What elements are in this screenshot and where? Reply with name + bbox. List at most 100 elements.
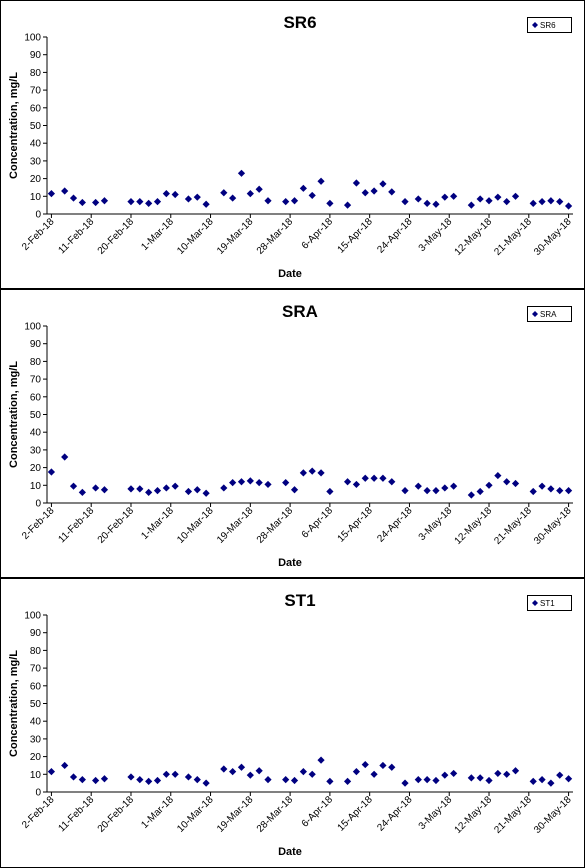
data-point — [246, 771, 254, 779]
legend-label: ST1 — [540, 599, 555, 608]
data-point — [153, 487, 162, 495]
data-point — [556, 198, 564, 206]
data-point — [237, 478, 246, 486]
data-point — [255, 767, 263, 775]
y-tick-label: 100 — [24, 322, 41, 333]
y-tick-label: 30 — [30, 734, 42, 745]
y-tick-label: 80 — [30, 646, 42, 657]
data-point — [127, 198, 135, 206]
y-tick-label: 40 — [30, 139, 42, 150]
data-point — [423, 199, 431, 207]
data-point — [556, 487, 564, 495]
data-point — [388, 188, 396, 196]
data-point — [485, 197, 493, 205]
data-point — [193, 776, 201, 784]
data-point — [153, 198, 162, 206]
data-point — [237, 169, 246, 177]
data-point — [317, 177, 325, 185]
data-point — [171, 770, 179, 778]
data-point — [326, 487, 334, 496]
y-tick-label: 40 — [30, 428, 42, 439]
data-point — [352, 768, 361, 776]
data-point — [494, 471, 502, 480]
data-point — [153, 776, 162, 785]
y-axis-label: Concentration, mg/L — [8, 361, 20, 468]
data-point — [529, 199, 537, 207]
data-point — [556, 771, 564, 779]
data-point — [414, 195, 422, 203]
data-point — [352, 179, 361, 187]
data-point — [193, 193, 201, 201]
y-axis-label: Concentration, mg/L — [8, 72, 20, 179]
y-tick-label: 70 — [30, 664, 42, 675]
data-point — [92, 198, 100, 207]
data-point — [432, 776, 440, 785]
y-tick-label: 70 — [30, 375, 42, 386]
data-point — [136, 198, 144, 206]
data-point — [476, 487, 484, 496]
y-tick-label: 30 — [30, 445, 42, 456]
data-point — [220, 765, 228, 773]
data-point — [494, 769, 502, 778]
data-point — [47, 190, 56, 198]
y-tick-label: 50 — [30, 410, 42, 421]
data-point — [326, 777, 334, 785]
data-point — [503, 478, 511, 486]
data-point — [441, 771, 449, 779]
legend-box — [527, 595, 572, 611]
y-tick-label: 70 — [30, 86, 42, 97]
y-tick-label: 0 — [35, 210, 41, 221]
data-point — [171, 190, 179, 199]
y-tick-label: 0 — [35, 788, 41, 799]
legend-box — [527, 306, 572, 322]
legend-marker — [532, 600, 538, 606]
data-point — [538, 776, 546, 784]
data-point — [414, 482, 422, 490]
x-axis-label: Date — [278, 268, 302, 280]
data-point — [255, 479, 263, 487]
y-axis-label: Concentration, mg/L — [8, 650, 20, 757]
data-point — [69, 482, 78, 490]
data-point — [450, 192, 458, 200]
data-point — [299, 184, 307, 192]
y-tick-label: 20 — [30, 752, 42, 763]
data-point — [78, 198, 86, 207]
data-point — [401, 198, 409, 206]
y-tick-label: 20 — [30, 174, 42, 185]
data-point — [370, 187, 378, 195]
data-point — [184, 487, 193, 496]
data-point — [308, 191, 316, 200]
data-point — [511, 192, 520, 200]
data-point — [529, 487, 537, 496]
y-tick-label: 10 — [30, 770, 42, 781]
y-tick-label: 30 — [30, 156, 42, 167]
data-point — [69, 194, 78, 202]
data-point — [145, 488, 153, 496]
y-tick-label: 80 — [30, 68, 42, 79]
y-tick-label: 80 — [30, 357, 42, 368]
data-point — [246, 190, 254, 198]
data-point — [379, 474, 387, 482]
data-point — [432, 200, 440, 208]
x-axis-label: Date — [278, 846, 302, 858]
data-point — [145, 777, 153, 785]
data-point — [61, 187, 69, 195]
data-point — [326, 199, 334, 207]
data-point — [370, 474, 378, 482]
panel-border — [0, 0, 585, 289]
chart-title: ST1 — [284, 591, 315, 610]
data-point — [538, 482, 546, 490]
data-point — [343, 478, 352, 486]
data-point — [229, 194, 237, 202]
data-point — [290, 776, 299, 785]
data-point — [388, 763, 396, 771]
legend-label: SR6 — [540, 21, 556, 30]
data-point — [308, 770, 316, 778]
legend-marker — [532, 311, 538, 317]
data-point — [162, 770, 170, 778]
y-tick-label: 90 — [30, 628, 42, 639]
data-point — [255, 185, 263, 193]
data-point — [503, 198, 511, 206]
data-point — [171, 482, 179, 490]
